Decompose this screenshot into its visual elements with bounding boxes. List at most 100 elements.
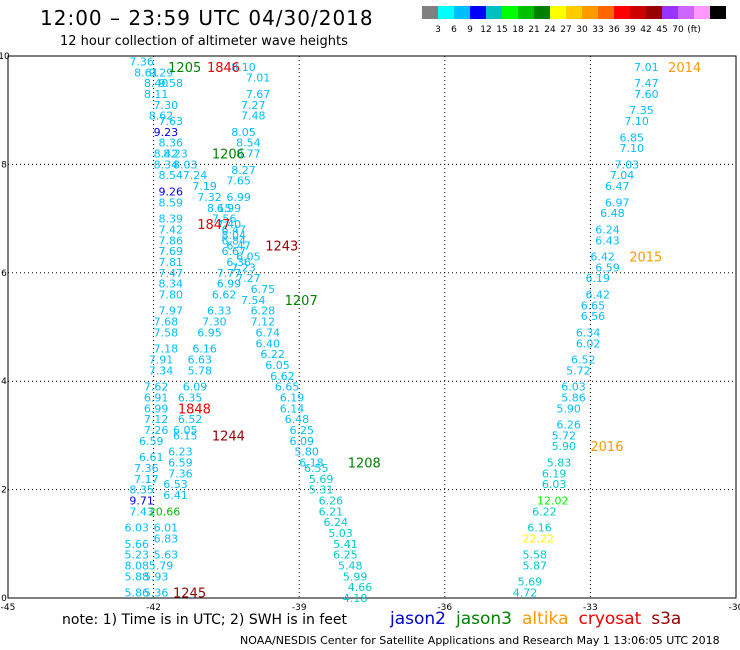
wave-height-point: 6.25 bbox=[289, 424, 314, 437]
color-scale-label: 27 bbox=[560, 25, 571, 35]
pass-time-label: 1846 bbox=[207, 61, 240, 76]
wave-height-point: 8.42 bbox=[154, 148, 179, 161]
wave-height-point: 7.27 bbox=[241, 99, 266, 112]
color-swatch bbox=[630, 6, 646, 19]
wave-height-point: 8.39 bbox=[158, 213, 183, 226]
wave-height-point: 8.34 bbox=[158, 278, 183, 291]
wave-height-point: 5.66 bbox=[124, 538, 149, 551]
wave-height-point: 6.23 bbox=[168, 446, 193, 459]
wave-height-point: 7.04 bbox=[610, 169, 635, 182]
color-scale-label: 42 bbox=[640, 25, 651, 35]
wave-height-point: 6.26 bbox=[319, 494, 344, 507]
wave-height-point: 5.78 bbox=[188, 364, 213, 377]
wave-height-point: 6.14 bbox=[280, 402, 305, 415]
wave-height-point: 8.03 bbox=[173, 158, 198, 171]
wave-height-point: 5.88 bbox=[124, 570, 149, 583]
color-scale-label: 45 bbox=[656, 25, 667, 35]
wave-height-point: 5.69 bbox=[309, 473, 334, 486]
wave-height-point: 6.24 bbox=[323, 516, 348, 529]
wave-height-point: 7.97 bbox=[158, 305, 183, 318]
note-text: note: 1) Time is in UTC; 2) SWH is in fe… bbox=[62, 612, 348, 628]
wave-height-point: 6.02 bbox=[576, 337, 601, 350]
wave-height-point: 6.43 bbox=[595, 234, 620, 247]
wave-height-point: 6.48 bbox=[600, 207, 625, 220]
wave-height-point: 5.03 bbox=[328, 527, 353, 540]
y-tick-label: 0 bbox=[1, 594, 7, 604]
wave-height-point: 7.77 bbox=[217, 267, 242, 280]
y-tick-label: 2 bbox=[1, 486, 7, 496]
wave-height-point: 5.36 bbox=[144, 587, 169, 600]
wave-height-point: 8.05 bbox=[231, 126, 256, 139]
wave-height-point: 6.19 bbox=[280, 391, 305, 404]
wave-height-point: 7.56 bbox=[212, 213, 237, 226]
color-scale-label: 18 bbox=[512, 25, 524, 35]
wave-height-point: 8.10 bbox=[231, 61, 256, 74]
x-tick-label: -39 bbox=[292, 603, 307, 610]
wave-height-point: 6.18 bbox=[299, 457, 324, 470]
wave-height-point: 6.59 bbox=[168, 457, 193, 470]
wave-height-point: 7.30 bbox=[154, 99, 179, 112]
wave-height-point: 6.62 bbox=[270, 370, 295, 383]
chart-title: 12:00 – 23:59 UTC 04/30/2018 bbox=[40, 6, 374, 30]
wave-height-point: 6.05 bbox=[236, 251, 261, 264]
color-swatch bbox=[614, 6, 630, 19]
wave-height-point: 6.15 bbox=[173, 429, 198, 442]
wave-height-point: 7.65 bbox=[226, 175, 251, 188]
wave-height-point: 6.36 bbox=[226, 256, 251, 269]
color-scale-legend: 3 6 9 12 15 18 21 24 27 30 33 36 39 42 45 70 (ft) bbox=[422, 6, 726, 35]
color-scale-label: 6 bbox=[451, 25, 457, 35]
color-swatch bbox=[598, 6, 614, 19]
wave-height-point: 6.74 bbox=[256, 326, 281, 339]
wave-height-point: 7.54 bbox=[241, 294, 266, 307]
wave-height-point: 7.01 bbox=[246, 72, 271, 85]
pass-time-label: 1244 bbox=[212, 429, 245, 444]
wave-height-point: 6.24 bbox=[595, 223, 620, 236]
wave-height-point: 6.05 bbox=[173, 424, 198, 437]
wave-height-point: 6.99 bbox=[217, 278, 242, 291]
color-swatch bbox=[454, 6, 470, 19]
color-swatch bbox=[518, 6, 534, 19]
wave-height-point: 5.86 bbox=[561, 391, 586, 404]
wave-height-point: 7.43 bbox=[129, 505, 154, 518]
wave-height-point: 7.40 bbox=[217, 218, 242, 231]
color-swatch bbox=[470, 6, 486, 19]
wave-height-point: 6.84 bbox=[222, 234, 247, 247]
wave-height-point: 7.80 bbox=[158, 288, 183, 301]
wave-height-point: 9.23 bbox=[154, 126, 179, 139]
wave-height-point: 6.47 bbox=[226, 240, 251, 253]
wave-height-point: 7.86 bbox=[158, 234, 183, 247]
wave-height-point: 7.36 bbox=[168, 467, 193, 480]
wave-height-point: 7.48 bbox=[241, 110, 266, 123]
wave-height-point: 9.29 bbox=[149, 66, 174, 79]
color-swatch bbox=[550, 6, 566, 19]
wave-height-point: 6.97 bbox=[605, 196, 630, 209]
color-scale-label: 70 bbox=[672, 25, 684, 35]
wave-height-point: 6.42 bbox=[586, 288, 611, 301]
wave-height-point: 7.91 bbox=[149, 354, 174, 367]
wave-height-point: 5.48 bbox=[338, 559, 363, 572]
wave-height-point: 5.83 bbox=[547, 457, 572, 470]
wave-height-point: 7.23 bbox=[231, 261, 256, 274]
legend-item-cryosat: cryosat bbox=[578, 609, 642, 629]
wave-height-point: 6.59 bbox=[139, 435, 164, 448]
wave-height-point: 7.68 bbox=[154, 316, 179, 329]
wave-height-point: 6.47 bbox=[222, 223, 247, 236]
wave-height-point: 8.61 bbox=[134, 66, 159, 79]
wave-height-point: 6.25 bbox=[333, 549, 358, 562]
wave-height-point: 6.09 bbox=[183, 381, 208, 394]
color-scale-label: 21 bbox=[528, 25, 539, 35]
pass-time-label: 1205 bbox=[168, 61, 201, 76]
wave-height-point: 8.23 bbox=[163, 148, 188, 161]
wave-height-point: 9.26 bbox=[158, 186, 183, 199]
wave-height-point: 7.32 bbox=[197, 191, 222, 204]
wave-height-point: 4.72 bbox=[513, 587, 538, 600]
legend-item-jason3: jason3 bbox=[456, 609, 512, 629]
wave-height-point: 8.36 bbox=[158, 137, 183, 150]
wave-height-point: 6.63 bbox=[188, 354, 213, 367]
wave-height-point: 5.69 bbox=[518, 576, 543, 589]
pass-time-label: 2014 bbox=[668, 61, 701, 76]
wave-height-point: 8.04 bbox=[222, 229, 247, 242]
wave-height-point: 6.03 bbox=[124, 522, 149, 535]
wave-height-point: 9.71 bbox=[129, 494, 154, 507]
wave-height-point: 8.34 bbox=[154, 158, 179, 171]
